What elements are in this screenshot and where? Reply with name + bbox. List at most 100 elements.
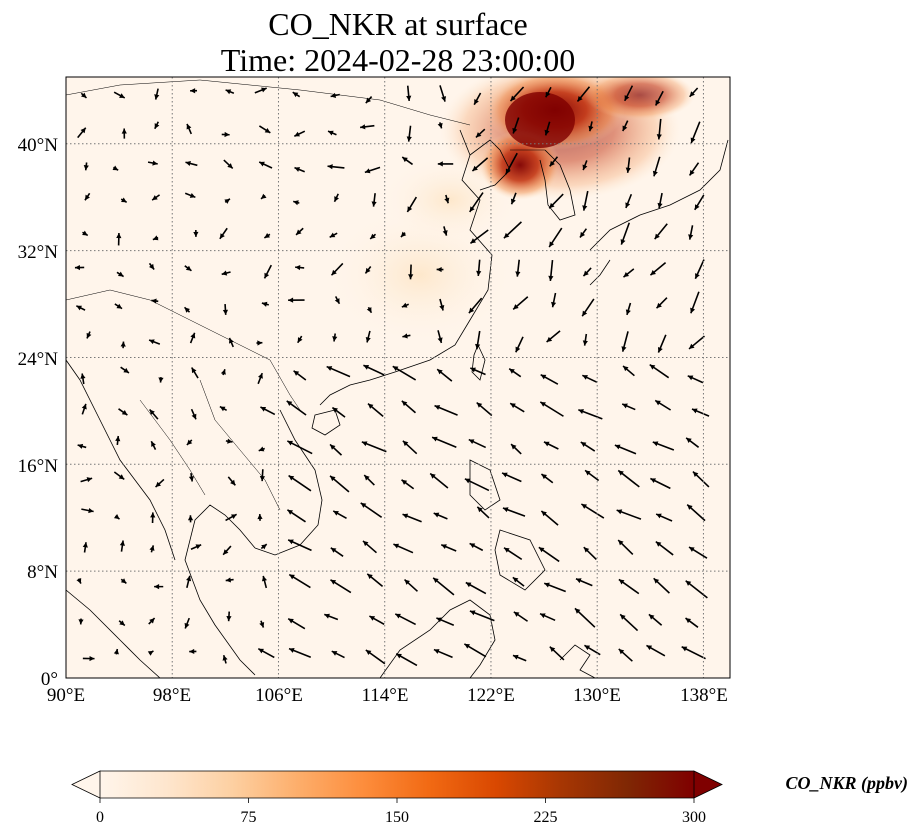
- wind-arrow: [331, 650, 345, 659]
- wind-arrow: [364, 166, 381, 174]
- wind-arrow: [365, 649, 386, 665]
- wind-arrow: [193, 229, 199, 237]
- wind-arrow: [121, 128, 127, 139]
- wind-arrow: [463, 643, 487, 658]
- wind-arrow: [652, 156, 661, 177]
- wind-arrow: [681, 646, 706, 660]
- wind-arrow: [694, 259, 705, 280]
- wind-arrow: [652, 441, 675, 451]
- wind-arrow: [549, 156, 559, 167]
- wind-arrow: [149, 545, 155, 553]
- wind-arrow: [543, 582, 566, 593]
- x-tick-label: 114°E: [362, 685, 409, 706]
- wind-arrow: [118, 408, 128, 416]
- wind-arrow: [183, 306, 191, 313]
- wind-arrow: [190, 88, 198, 94]
- colorbar-tick-label: 300: [682, 809, 706, 826]
- wind-arrow: [649, 261, 667, 276]
- x-tick-label: 122°E: [467, 685, 515, 706]
- wind-arrow: [469, 229, 489, 245]
- wind-arrow: [219, 405, 228, 412]
- border-laos: [199, 379, 281, 511]
- wind-arrow: [582, 190, 589, 211]
- wind-arrow: [190, 544, 202, 550]
- wind-arrow: [261, 575, 268, 589]
- wind-arrow: [260, 406, 276, 416]
- wind-arrow: [401, 302, 410, 308]
- wind-arrow: [329, 475, 350, 493]
- wind-arrow: [694, 194, 705, 211]
- wind-arrow: [515, 259, 521, 277]
- wind-arrow: [437, 161, 454, 167]
- wind-arrow: [82, 230, 89, 237]
- wind-arrow: [120, 366, 130, 374]
- wind-arrow: [151, 298, 159, 304]
- wind-arrow: [150, 440, 157, 450]
- wind-arrow: [685, 437, 700, 448]
- wind-arrow: [618, 578, 640, 595]
- wind-arrow: [113, 91, 126, 99]
- wind-arrow: [86, 331, 92, 339]
- y-tick-label: 24°N: [18, 349, 59, 370]
- wind-arrow: [401, 479, 415, 490]
- wind-arrow: [259, 620, 265, 628]
- wind-arrow: [468, 297, 483, 314]
- wind-arrow: [115, 435, 121, 445]
- wind-arrow: [80, 373, 86, 385]
- wind-arrow: [436, 617, 455, 626]
- y-axis: 0° 8°N 16°N 24°N 32°N 40°N: [18, 135, 59, 690]
- wind-arrow: [657, 334, 667, 353]
- wind-arrow: [78, 618, 84, 625]
- wind-arrow: [81, 507, 94, 514]
- wind-arrow: [333, 193, 339, 203]
- wind-arrow: [367, 403, 384, 418]
- wind-arrow: [151, 194, 161, 201]
- wind-arrow: [220, 368, 226, 376]
- map-panel: [65, 76, 731, 679]
- x-tick-label: 98°E: [153, 685, 191, 706]
- wind-arrow: [225, 577, 234, 583]
- wind-arrow: [76, 577, 82, 584]
- wind-arrow: [433, 512, 448, 520]
- wind-arrow: [502, 507, 526, 517]
- wind-arrow: [576, 86, 591, 103]
- colorbar-tick-label: 150: [385, 809, 409, 826]
- wind-arrow: [402, 513, 422, 523]
- border-mongolia: [66, 79, 471, 126]
- colorbar-title: CO_NKR (ppbv): [786, 773, 909, 794]
- wind-arrow: [287, 539, 312, 552]
- wind-arrow: [622, 268, 635, 278]
- wind-arrow: [469, 610, 495, 622]
- wind-arrow: [222, 545, 232, 556]
- wind-arrow: [330, 547, 344, 557]
- wind-arrow: [545, 86, 552, 98]
- wind-arrow: [548, 193, 564, 209]
- wind-arrow: [393, 543, 414, 554]
- wind-arrow: [401, 156, 414, 166]
- wind-arrow: [190, 367, 199, 379]
- wind-arrow: [655, 541, 674, 556]
- wind-arrow: [116, 271, 125, 278]
- wind-arrow: [259, 469, 266, 482]
- wind-arrow: [444, 194, 450, 204]
- wind-arrow: [429, 472, 449, 489]
- wind-arrow: [510, 192, 517, 205]
- wind-arrow: [688, 546, 708, 559]
- wind-arrow: [329, 443, 343, 456]
- wind-arrow: [152, 235, 159, 241]
- wind-arrow: [293, 130, 306, 137]
- wind-arrow: [330, 92, 340, 98]
- x-axis: 90°E 98°E 106°E 114°E 122°E 130°E 138°E: [47, 685, 728, 706]
- wind-arrow: [540, 510, 559, 526]
- wind-arrow: [470, 367, 486, 376]
- wind-arrow: [293, 200, 300, 206]
- wind-arrow: [81, 403, 87, 415]
- wind-arrow: [327, 164, 345, 170]
- x-tick-label: 106°E: [255, 685, 303, 706]
- wind-arrow: [361, 441, 387, 453]
- colorbar-extend-min: [71, 770, 101, 799]
- wind-arrow: [406, 196, 418, 213]
- wind-arrow: [363, 474, 375, 486]
- wind-arrow: [400, 231, 407, 238]
